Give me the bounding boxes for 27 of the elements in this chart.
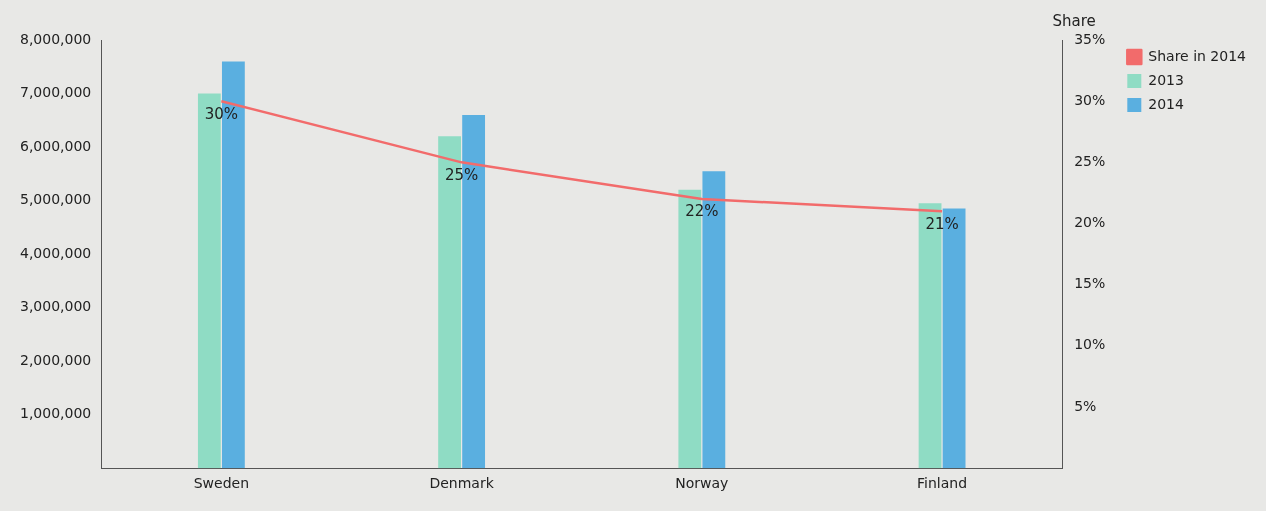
y-tick-label: 5,000,000: [19, 191, 92, 208]
y-tick-label: 8,000,000: [19, 30, 92, 47]
legend-label: 2014: [1148, 95, 1185, 112]
y2-tick-label: 15%: [1074, 275, 1106, 292]
y2-tick-label: 5%: [1074, 397, 1097, 414]
y2-tick-label: 10%: [1074, 336, 1106, 353]
legend-label: Share in 2014: [1148, 47, 1247, 64]
y2-axis-title: Share: [1052, 12, 1096, 31]
legend-label: 2013: [1148, 71, 1184, 88]
y-tick-label: 2,000,000: [19, 351, 92, 368]
y2-tick-label: 25%: [1074, 152, 1106, 169]
y2-tick-label: 30%: [1074, 91, 1106, 108]
y-tick-label: 7,000,000: [19, 84, 92, 101]
x-tick-label: Finland: [917, 475, 968, 492]
y2-tick-label: 20%: [1074, 214, 1106, 231]
x-tick-label: Norway: [675, 475, 729, 492]
data-label: 30%: [204, 104, 239, 123]
data-label: 25%: [444, 165, 479, 184]
y-tick-label: 4,000,000: [19, 244, 92, 261]
data-label: 22%: [685, 202, 719, 221]
y-tick-label: 6,000,000: [19, 137, 92, 154]
y-tick-label: 1,000,000: [19, 405, 92, 422]
x-tick-label: Sweden: [193, 475, 250, 492]
x-tick-label: Denmark: [429, 475, 495, 492]
y2-tick-label: 35%: [1074, 30, 1106, 47]
y-tick-label: 3,000,000: [19, 298, 92, 315]
data-label: 21%: [925, 214, 959, 233]
